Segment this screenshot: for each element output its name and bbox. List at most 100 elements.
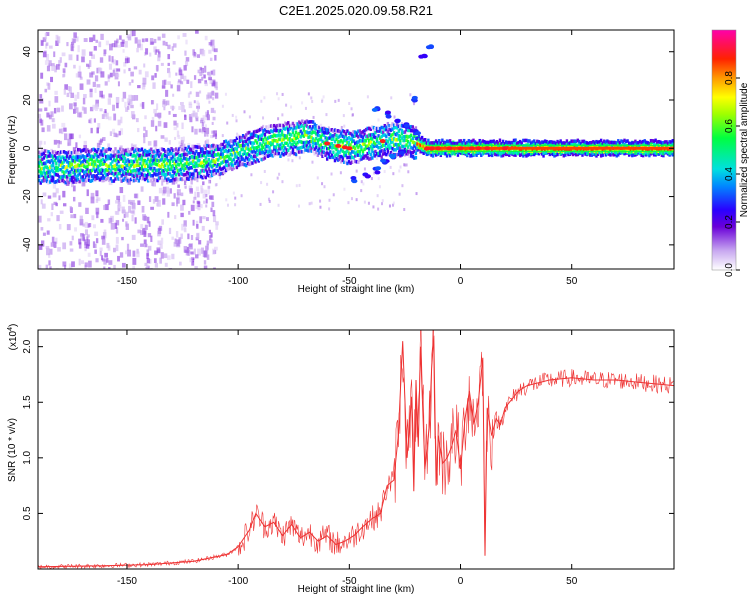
heatmap-cell	[149, 38, 154, 45]
heatmap-cell	[410, 124, 413, 129]
heatmap-cell	[79, 215, 83, 223]
heatmap-cell	[245, 139, 248, 143]
heatmap-cell	[133, 95, 138, 100]
heatmap-cell	[297, 150, 301, 154]
spectrogram-y-tick-label: -20	[22, 189, 33, 204]
heatmap-cell	[571, 144, 575, 149]
heatmap-cell	[148, 159, 151, 164]
heatmap-cell	[179, 177, 183, 181]
heatmap-cell	[573, 139, 576, 143]
heatmap-cell	[195, 145, 198, 149]
heatmap-cell	[489, 139, 492, 144]
heatmap-cell	[66, 175, 69, 179]
heatmap-cell	[188, 185, 193, 191]
heatmap-cell	[330, 128, 334, 132]
heatmap-cell	[413, 102, 416, 106]
heatmap-cell	[167, 171, 170, 176]
heatmap-cell	[89, 72, 94, 78]
spectrogram-peak	[346, 146, 353, 151]
heatmap-cell	[72, 170, 75, 175]
heatmap-cell	[103, 229, 107, 237]
heatmap-cell	[212, 154, 215, 159]
heatmap-cell	[165, 168, 169, 173]
heatmap-cell	[321, 133, 324, 137]
spectrogram-branch-cell	[389, 154, 396, 159]
heatmap-cell	[61, 105, 64, 112]
heatmap-cell	[519, 153, 522, 157]
heatmap-cell	[447, 151, 450, 155]
heatmap-cell	[500, 154, 503, 158]
heatmap-cell	[195, 91, 200, 97]
heatmap-cell	[341, 149, 344, 153]
heatmap-cell	[62, 156, 66, 161]
heatmap-cell	[47, 174, 50, 178]
heatmap-cell	[67, 150, 70, 155]
heatmap-cell	[372, 205, 375, 209]
heatmap-cell	[559, 139, 562, 143]
heatmap-cell	[164, 262, 168, 267]
heatmap-cell	[582, 142, 586, 147]
heatmap-cell	[203, 151, 206, 155]
heatmap-cell	[47, 166, 50, 171]
heatmap-cell	[83, 158, 86, 162]
heatmap-cell	[193, 144, 197, 149]
heatmap-cell	[206, 173, 209, 177]
heatmap-cell	[245, 152, 248, 157]
heatmap-cell	[341, 158, 344, 163]
heatmap-cell	[321, 99, 324, 103]
heatmap-cell	[325, 151, 329, 155]
heatmap-cell	[347, 201, 350, 205]
heatmap-cell	[188, 166, 192, 170]
heatmap-cell	[283, 127, 287, 131]
heatmap-cell	[310, 135, 313, 140]
heatmap-cell	[260, 137, 263, 142]
snr-x-label: Height of straight line (km)	[298, 584, 415, 595]
heatmap-cell	[442, 148, 446, 152]
heatmap-cell	[310, 139, 313, 144]
heatmap-cell	[529, 141, 533, 145]
heatmap-cell	[151, 150, 155, 154]
heatmap-cell	[547, 141, 550, 145]
heatmap-cell	[171, 178, 176, 185]
heatmap-cell	[509, 141, 513, 145]
heatmap-cell	[161, 80, 166, 86]
heatmap-cell	[441, 138, 444, 143]
heatmap-cell	[335, 133, 338, 138]
heatmap-cell	[55, 237, 58, 244]
heatmap-cell	[167, 81, 171, 85]
heatmap-cell	[178, 69, 183, 76]
heatmap-cell	[438, 139, 441, 143]
heatmap-cell	[313, 126, 316, 130]
heatmap-cell	[192, 150, 195, 155]
heatmap-cell	[64, 170, 67, 174]
heatmap-cell	[287, 143, 290, 147]
heatmap-cell	[212, 169, 215, 173]
heatmap-cell	[157, 163, 161, 168]
heatmap-cell	[212, 97, 215, 101]
heatmap-cell	[211, 201, 215, 208]
heatmap-cell	[285, 148, 288, 152]
heatmap-cell	[39, 152, 42, 157]
heatmap-cell	[113, 132, 117, 138]
heatmap-cell	[69, 178, 72, 182]
heatmap-cell	[149, 258, 152, 264]
heatmap-cell	[165, 149, 169, 154]
heatmap-cell	[129, 148, 133, 152]
heatmap-cell	[44, 149, 47, 153]
heatmap-cell	[506, 152, 509, 156]
heatmap-cell	[363, 138, 366, 143]
heatmap-cell	[125, 250, 128, 255]
heatmap-cell	[408, 154, 411, 158]
heatmap-cell	[182, 136, 185, 142]
heatmap-cell	[63, 133, 68, 141]
heatmap-cell	[339, 133, 343, 137]
heatmap-cell	[69, 170, 72, 174]
heatmap-cell	[56, 215, 60, 222]
heatmap-cell	[232, 147, 235, 152]
heatmap-cell	[316, 138, 320, 143]
heatmap-cell	[179, 157, 183, 162]
heatmap-cell	[69, 248, 74, 252]
heatmap-cell	[137, 168, 141, 172]
heatmap-cell	[171, 236, 174, 240]
heatmap-cell	[607, 140, 611, 144]
